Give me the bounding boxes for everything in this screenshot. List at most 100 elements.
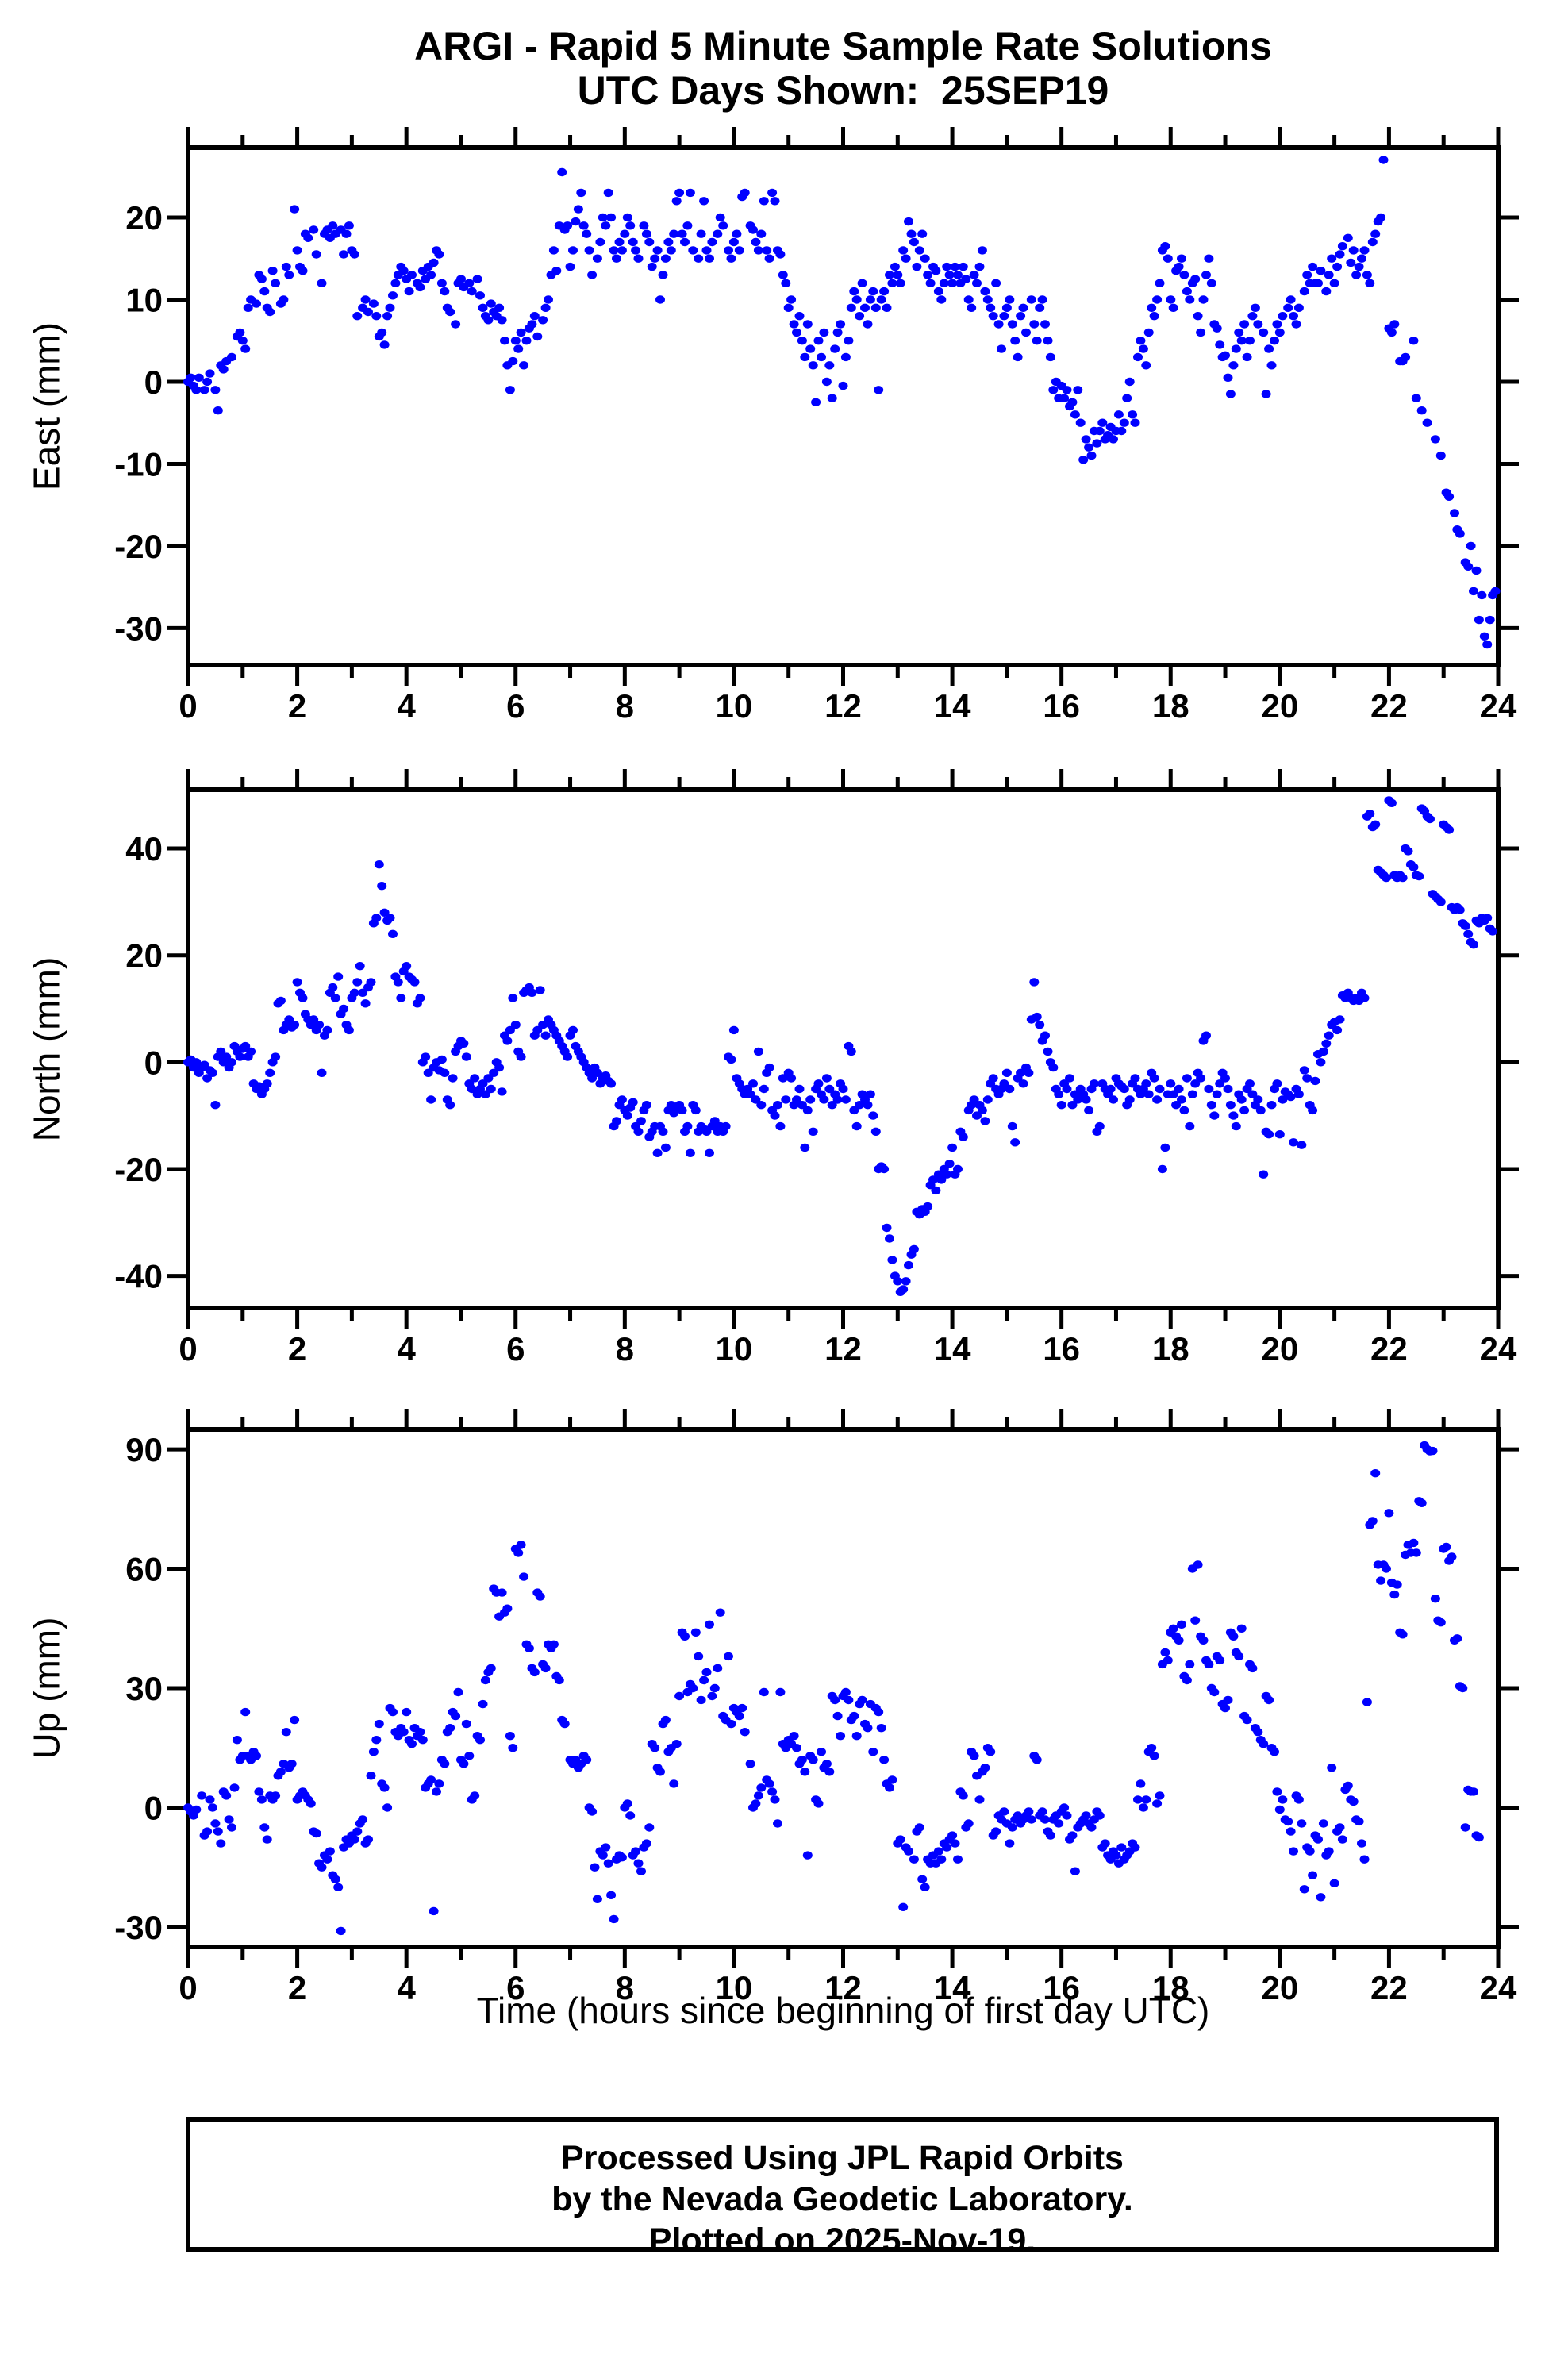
data-point: [1321, 287, 1332, 296]
data-point: [1397, 873, 1408, 883]
data-point: [713, 229, 723, 238]
data-point: [851, 295, 862, 304]
data-point: [1174, 1636, 1184, 1645]
data-point: [516, 1541, 526, 1549]
data-point: [1460, 1823, 1470, 1832]
data-point: [1168, 1624, 1178, 1633]
data-point: [1359, 994, 1370, 1002]
data-point: [1313, 279, 1323, 287]
data-point: [508, 994, 518, 1002]
data-point: [559, 1719, 570, 1729]
data-point: [1329, 1879, 1339, 1887]
data-point: [832, 1711, 843, 1721]
data-point: [660, 254, 671, 263]
data-point: [1179, 271, 1189, 279]
data-point: [1190, 1616, 1201, 1625]
data-point: [202, 1074, 213, 1083]
data-point: [584, 246, 594, 255]
data-point: [1474, 615, 1484, 625]
data-point: [1094, 1811, 1105, 1820]
data-point: [221, 1052, 232, 1061]
data-point: [1316, 1893, 1326, 1902]
data-point: [800, 352, 810, 362]
data-point: [863, 320, 873, 329]
data-point: [216, 1047, 226, 1056]
data-point: [612, 254, 621, 263]
data-point: [705, 1620, 714, 1629]
data-point: [751, 1095, 761, 1104]
data-point: [1198, 1636, 1209, 1645]
data-point: [590, 1863, 600, 1872]
data-point: [1045, 352, 1055, 362]
data-point: [582, 229, 592, 238]
data-point: [890, 262, 900, 271]
data-point: [240, 1707, 251, 1717]
data-point: [497, 316, 507, 325]
data-point: [830, 1695, 840, 1705]
data-point: [240, 344, 251, 353]
data-point: [1242, 1715, 1252, 1725]
data-point: [1253, 320, 1263, 329]
data-point: [374, 860, 384, 869]
data-point: [800, 1143, 810, 1152]
data-point: [540, 303, 551, 312]
data-point: [598, 1851, 608, 1860]
data-point: [832, 328, 843, 337]
data-point: [1435, 1618, 1446, 1627]
data-point: [284, 271, 294, 279]
y-axis-label-up: Up (mm): [25, 1617, 67, 1760]
data-point: [199, 1060, 209, 1069]
data-point: [931, 1186, 941, 1195]
data-point: [713, 1664, 723, 1673]
data-point: [554, 1675, 564, 1685]
data-point: [505, 1732, 515, 1741]
y-tick-label: 30: [125, 1670, 163, 1707]
data-point: [1316, 1058, 1326, 1067]
data-point: [882, 303, 892, 312]
data-point: [644, 237, 655, 247]
data-point: [688, 1683, 698, 1693]
data-point: [232, 1736, 242, 1745]
data-point: [936, 1855, 947, 1864]
data-point: [1094, 1121, 1105, 1131]
data-point: [917, 229, 928, 238]
data-point: [1032, 1012, 1042, 1021]
data-point: [1409, 863, 1419, 871]
data-point: [417, 1736, 428, 1745]
data-point: [947, 279, 958, 287]
data-point: [870, 303, 881, 312]
data-point: [390, 279, 401, 287]
y-tick-label: 0: [144, 1789, 163, 1826]
data-point: [756, 1101, 767, 1110]
page-subtitle: UTC Days Shown: 25SEP19: [577, 68, 1109, 113]
data-point: [963, 295, 974, 304]
data-point: [1348, 1797, 1359, 1806]
data-point: [470, 1074, 480, 1083]
data-point: [974, 1795, 985, 1804]
data-point: [1397, 1630, 1408, 1639]
data-point: [349, 1835, 359, 1844]
data-point: [701, 1668, 712, 1677]
data-point: [797, 337, 807, 345]
data-point: [519, 1572, 529, 1581]
data-point: [208, 1068, 217, 1078]
data-point: [538, 316, 548, 325]
data-point: [652, 246, 663, 255]
data-point: [1201, 1031, 1211, 1040]
data-point: [371, 914, 382, 922]
data-point: [440, 1760, 450, 1768]
data-point: [974, 262, 985, 271]
data-point: [213, 406, 223, 415]
x-tick-label: 4: [397, 1330, 416, 1368]
data-point: [904, 217, 913, 226]
x-tick-label: 4: [397, 687, 416, 725]
data-point: [1247, 312, 1258, 321]
data-point: [639, 221, 649, 230]
data-point: [271, 279, 281, 287]
data-point: [576, 188, 586, 198]
data-point: [1141, 1079, 1151, 1088]
data-point: [721, 1121, 731, 1131]
data-point: [1122, 394, 1132, 402]
data-point: [259, 287, 270, 296]
data-point: [1401, 352, 1411, 362]
